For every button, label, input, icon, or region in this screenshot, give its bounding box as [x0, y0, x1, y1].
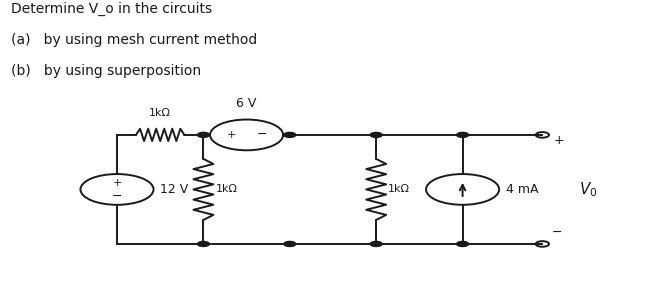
Text: Determine V_o in the circuits: Determine V_o in the circuits — [11, 2, 212, 16]
Text: (a)   by using mesh current method: (a) by using mesh current method — [11, 33, 257, 47]
Circle shape — [197, 241, 209, 246]
Circle shape — [457, 241, 469, 246]
Text: +: + — [553, 134, 564, 147]
Circle shape — [197, 132, 209, 137]
Text: (b)   by using superposition: (b) by using superposition — [11, 64, 200, 78]
Text: 1kΩ: 1kΩ — [388, 184, 410, 194]
Circle shape — [284, 132, 296, 137]
Circle shape — [457, 132, 469, 137]
Circle shape — [284, 241, 296, 246]
Circle shape — [370, 132, 382, 137]
Circle shape — [370, 241, 382, 246]
Text: −: − — [551, 226, 562, 239]
Text: −: − — [112, 190, 123, 203]
Text: 6 V: 6 V — [236, 97, 257, 110]
Text: $V_0$: $V_0$ — [579, 180, 597, 199]
Text: 1kΩ: 1kΩ — [149, 108, 171, 117]
Text: +: + — [226, 130, 236, 140]
Text: −: − — [256, 128, 267, 141]
Text: 4 mA: 4 mA — [505, 183, 538, 196]
Text: 1kΩ: 1kΩ — [215, 184, 237, 194]
Text: +: + — [113, 178, 122, 187]
Text: 12 V: 12 V — [161, 183, 188, 196]
